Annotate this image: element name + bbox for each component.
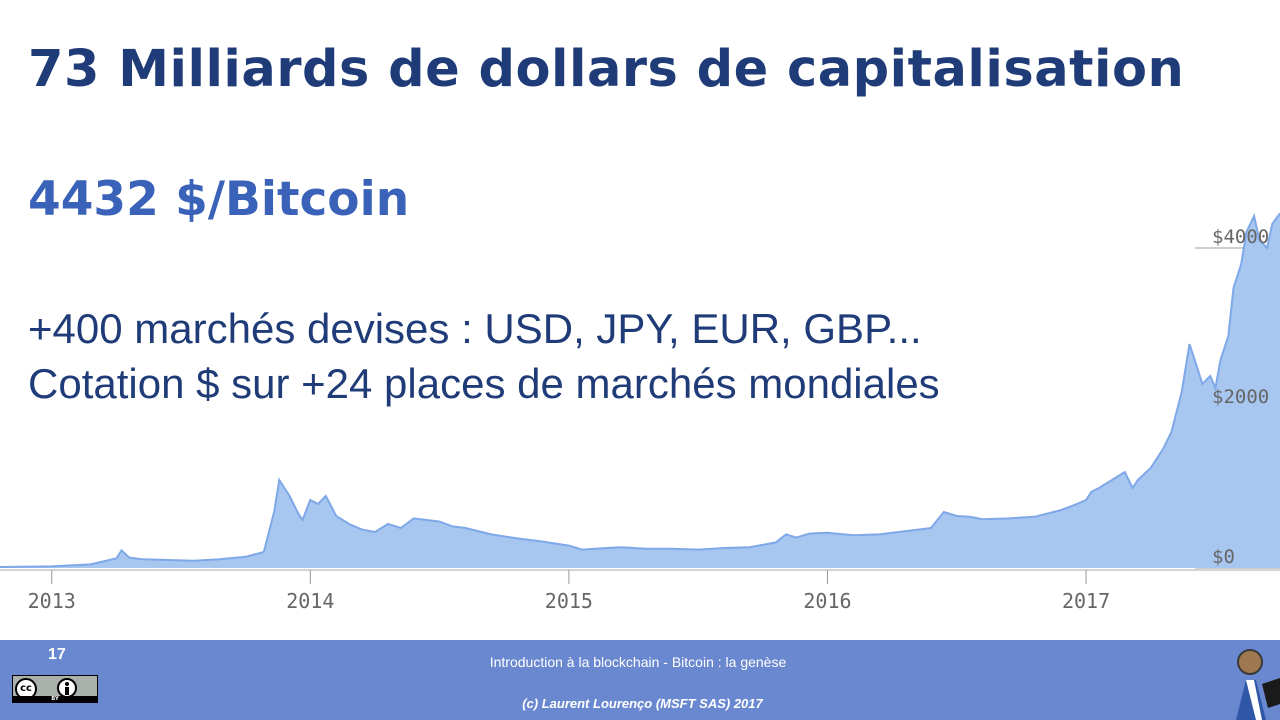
x-tick-label: 2014 xyxy=(286,589,334,613)
presenter-icon xyxy=(1236,649,1280,720)
footer-copyright: (c) Laurent Lourenço (MSFT SAS) 2017 xyxy=(522,696,763,711)
markets-text: +400 marchés devises : USD, JPY, EUR, GB… xyxy=(28,305,922,352)
y-tick-label: $4000 xyxy=(1212,226,1269,248)
y-tick-label: $2000 xyxy=(1212,386,1269,408)
license-by-label: BY xyxy=(13,696,97,702)
creative-commons-icon: cc BY xyxy=(12,675,98,703)
quotation-text: Cotation $ sur +24 places de marchés mon… xyxy=(28,360,940,407)
footer-subtitle: Introduction à la blockchain - Bitcoin :… xyxy=(489,654,787,670)
page-number: 17 xyxy=(48,646,66,663)
x-tick-label: 2016 xyxy=(803,589,851,613)
bitcoin-price: 4432 $/Bitcoin xyxy=(28,172,410,227)
attribution-person-icon xyxy=(57,678,77,698)
x-tick-label: 2017 xyxy=(1062,589,1110,613)
y-tick-label: $0 xyxy=(1212,546,1235,568)
page-title: 73 Milliards de dollars de capitalisatio… xyxy=(28,40,1185,99)
price-area xyxy=(0,213,1280,568)
price-chart: $0 $2000 $4000 2013 2014 2015 2016 2017 xyxy=(0,212,1280,613)
price-line xyxy=(0,212,1280,568)
x-tick-label: 2015 xyxy=(545,589,593,613)
footer-bar: 17 Introduction à la blockchain - Bitcoi… xyxy=(0,640,1280,720)
x-tick-label: 2013 xyxy=(28,589,76,613)
